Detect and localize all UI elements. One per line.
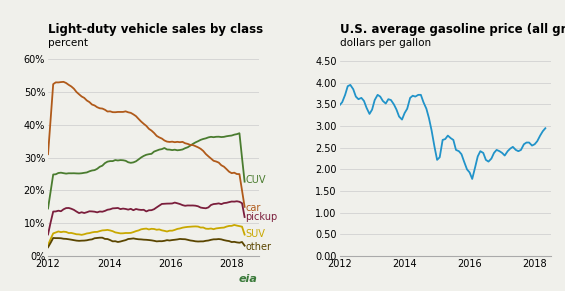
Text: other: other <box>246 242 272 252</box>
Text: eia: eia <box>238 274 257 284</box>
Text: dollars per gallon: dollars per gallon <box>340 38 431 48</box>
Text: CUV: CUV <box>246 175 266 185</box>
Text: percent: percent <box>48 38 88 48</box>
Text: Light-duty vehicle sales by class: Light-duty vehicle sales by class <box>48 23 263 36</box>
Text: SUV: SUV <box>246 229 266 239</box>
Text: U.S. average gasoline price (all grades): U.S. average gasoline price (all grades) <box>340 23 565 36</box>
Text: pickup: pickup <box>246 212 278 222</box>
Text: car: car <box>246 203 261 214</box>
